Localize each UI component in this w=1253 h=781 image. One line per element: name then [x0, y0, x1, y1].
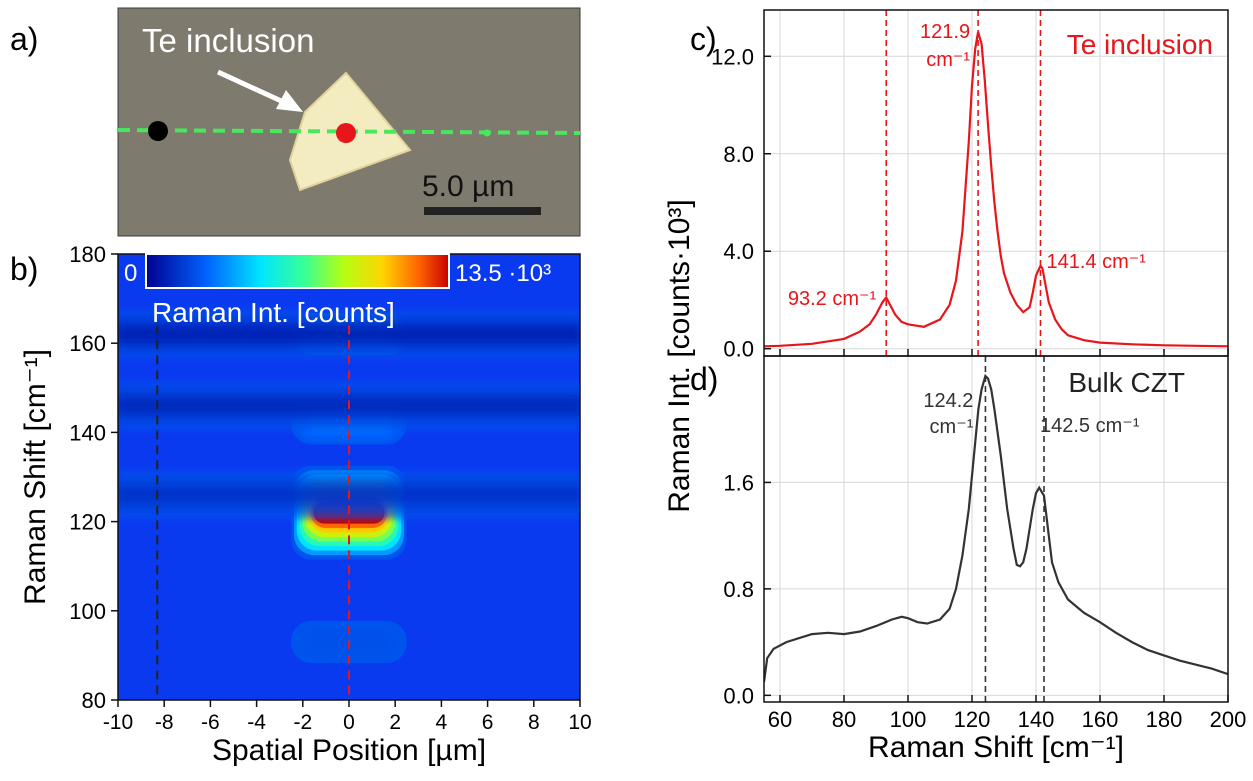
scale-bar-label: 5.0 µm [422, 170, 514, 203]
heatmap-y-tick-label: 120 [69, 510, 106, 535]
panel-label-d: d) [690, 361, 718, 397]
spectrum-te-gridlines [764, 10, 1228, 356]
scan-line-end-dot [483, 129, 491, 137]
spectra-x-tick-label: 180 [1146, 707, 1183, 732]
heatmap-ticks: -10 -8 -6 -4 -2 0 2 4 6 8 10 80 100 120 140 160 180 [69, 242, 591, 734]
heatmap-x-tick-label: 10 [568, 711, 591, 734]
spectrum-bulk-frame [763, 355, 1229, 703]
spectrum-te-ticks: 0.0 4.0 8.0 12.0 [711, 44, 1229, 362]
micrograph-panel: Te inclusion 5.0 µm [117, 7, 581, 237]
heatmap-y-tick-label: 80 [82, 688, 106, 713]
spectrum-bulk-ticks: 0.0 0.8 1.6 60 80 100 120 140 160 180 200 [723, 470, 1246, 732]
spectrum-bulk-gridlines [764, 356, 1228, 702]
heatmap-x-tick-label: -2 [293, 711, 312, 734]
heatmap-x-tick-label: 0 [343, 711, 355, 734]
colorbar-gradient [145, 253, 450, 289]
spectra-x-tick-label: 100 [890, 707, 927, 732]
spectrum-bulk-peak-guides [984, 356, 1045, 702]
bulk-measurement-point [148, 121, 168, 141]
spectrum-te-peak-guides [885, 10, 1042, 356]
spectra-panel: 0.0 4.0 8.0 12.0 0.0 0.8 1.6 60 80 100 120 140 160 1… [663, 9, 1246, 764]
heatmap-x-tick-label: 4 [436, 711, 448, 734]
c-y-tick-label: 12.0 [711, 44, 754, 69]
heatmap-x-tick-label: 6 [482, 711, 494, 734]
peak-label-122-unit: cm⁻¹ [926, 49, 970, 71]
inclusion-measurement-point [336, 123, 356, 143]
peak-label-124-unit: cm⁻¹ [930, 416, 974, 438]
peak-label-141: 141.4 cm⁻¹ [1046, 251, 1146, 273]
spectrum-bulk-title: Bulk CZT [1068, 367, 1185, 398]
spectrum-te-title: Te inclusion [1067, 29, 1213, 60]
spectra-x-tick-label: 80 [832, 707, 856, 732]
peak-label-124: 124.2 [923, 390, 973, 412]
heatmap-x-tick-label: -4 [247, 711, 266, 734]
heatmap-y-axis-label: Raman Shift [cm⁻¹] [19, 349, 52, 605]
inclusion-label: Te inclusion [142, 22, 314, 59]
colorbar-max-label: 13.5 ·10³ [455, 260, 551, 287]
d-y-tick-label: 0.0 [723, 683, 754, 708]
spectrum-bulk-peak-labels: 124.2 cm⁻¹ 142.5 cm⁻¹ [923, 390, 1139, 438]
heatmap-panel: -10 -8 -6 -4 -2 0 2 4 6 8 10 80 100 120 140 160 180 0 13… [19, 242, 592, 767]
scale-bar [424, 207, 541, 215]
heatmap-band-4 [118, 469, 580, 520]
heatmap-x-tick-label: 2 [389, 711, 401, 734]
panel-label-a: a) [10, 21, 38, 57]
spectrum-te-peak-labels: 93.2 cm⁻¹ 121.9 cm⁻¹ 141.4 cm⁻¹ [788, 21, 1146, 310]
d-y-tick-label: 1.6 [723, 470, 754, 495]
heatmap-x-axis-label: Spatial Position [µm] [212, 734, 486, 767]
spectra-x-tick-label: 60 [768, 707, 792, 732]
heatmap-x-tick-label: -10 [103, 711, 133, 734]
peak-label-122: 121.9 [920, 21, 970, 43]
spectrum-te-inclusion-line [764, 31, 1228, 348]
spectra-x-tick-label: 200 [1210, 707, 1247, 732]
heatmap-position-markers [156, 325, 350, 700]
heatmap-y-tick-label: 160 [69, 331, 106, 356]
heatmap-x-tick-label: -6 [201, 711, 220, 734]
peak-label-142: 142.5 cm⁻¹ [1040, 415, 1140, 437]
peak-label-93: 93.2 cm⁻¹ [788, 288, 877, 310]
spectrum-bulk-czt-line [764, 373, 1228, 683]
spectra-x-tick-label: 140 [1018, 707, 1055, 732]
heatmap-y-tick-label: 100 [69, 599, 106, 624]
c-y-tick-label: 4.0 [723, 239, 754, 264]
inclusion-arrow-shaft [216, 69, 292, 108]
heatmap-x-tick-label: 8 [528, 711, 540, 734]
c-y-tick-label: 0.0 [723, 337, 754, 362]
heatmap-x-tick-label: -8 [155, 711, 174, 734]
c-y-tick-label: 8.0 [723, 142, 754, 167]
heatmap-y-tick-label: 180 [69, 242, 106, 267]
spectra-x-tick-label: 120 [954, 707, 991, 732]
spectra-x-tick-label: 160 [1082, 707, 1119, 732]
spectra-y-axis-label: Raman Int. [counts·10³] [663, 199, 696, 512]
colorbar-min-label: 0 [124, 260, 137, 287]
panel-label-b: b) [10, 251, 38, 287]
d-y-tick-label: 0.8 [723, 577, 754, 602]
inclusion-arrow-head [276, 90, 303, 112]
panel-label-c: c) [690, 21, 717, 57]
heatmap-y-tick-label: 140 [69, 420, 106, 445]
colorbar-title: Raman Int. [counts] [152, 297, 395, 328]
spectra-x-axis-label: Raman Shift [cm⁻¹] [868, 731, 1124, 764]
